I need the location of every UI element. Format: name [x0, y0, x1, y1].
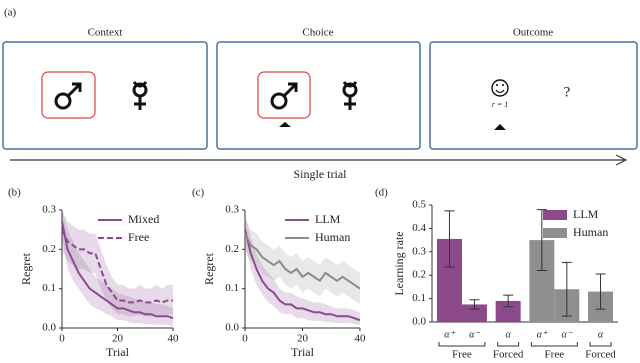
reward: r = 1: [492, 100, 509, 109]
panel-label: (a): [4, 7, 17, 19]
step-box: [2, 41, 208, 150]
x-tick-label: α⁺: [444, 329, 455, 340]
legend-swatch: [543, 210, 567, 220]
ci-band: [62, 210, 173, 327]
step-box: [429, 41, 638, 150]
error-bar: [595, 273, 606, 310]
y-tick-label: 0.1: [225, 282, 239, 294]
x-tick-label: α⁻: [469, 329, 480, 340]
bar: [461, 304, 487, 322]
group-bracket: [438, 342, 486, 347]
panel-label: (d): [375, 187, 388, 199]
y-tick-label: 0.2: [42, 243, 56, 255]
x-tick-label: 0: [59, 333, 65, 345]
error-bar: [536, 209, 547, 272]
ci-band: [245, 217, 360, 305]
y-tick-label: 0.0: [42, 322, 56, 334]
group-bracket: [497, 342, 520, 347]
y-tick-label: 0.2: [225, 243, 239, 255]
timeline-label: Single trial: [294, 167, 348, 181]
pointer: [279, 122, 506, 130]
x-tick-label: 0: [242, 333, 248, 345]
step-title: Choice: [302, 27, 333, 39]
y-tick-label: 0.4: [412, 222, 426, 234]
step-box: [216, 41, 421, 150]
unknown: ?: [564, 84, 571, 100]
y-tick-label: 0.2: [412, 269, 426, 281]
legend-label: LLM: [573, 207, 599, 221]
step-title: Context: [88, 27, 123, 39]
ci-band: [245, 213, 360, 325]
y-tick-label: 0.3: [42, 204, 56, 216]
y-tick-label: 0.3: [412, 245, 426, 257]
x-axis-label: Trial: [291, 345, 315, 359]
legend-label: LLM: [315, 212, 341, 226]
panel-label: (b): [8, 187, 21, 199]
line: [244, 229, 361, 322]
x-tick-label: α⁻: [562, 329, 573, 340]
x-tick-label: 40: [168, 333, 180, 345]
error-bar: [444, 210, 455, 268]
bar: [495, 300, 521, 322]
panel-label: (c): [192, 187, 205, 199]
panel-a: [2, 41, 638, 150]
legend-swatch: [543, 228, 567, 238]
legend-label: Mixed: [128, 212, 159, 226]
x-tick-label: α⁺: [537, 329, 548, 340]
timeline-arrow: [10, 154, 628, 166]
legend-label: Human: [315, 230, 350, 244]
legend-label: Free: [128, 230, 149, 244]
group-label: Free: [452, 349, 472, 361]
y-tick-label: 0.1: [42, 282, 56, 294]
x-tick-label: α: [506, 329, 512, 340]
x-axis-label: Trial: [106, 345, 130, 359]
error-bar: [561, 261, 572, 317]
x-tick-label: α: [598, 329, 604, 340]
line: [244, 233, 361, 290]
group-bracket: [589, 342, 612, 347]
x-tick-label: 20: [297, 333, 309, 345]
y-axis-label: Learning rate: [392, 231, 406, 295]
y-tick-label: 0.0: [225, 322, 239, 334]
y-tick-label: 0.1: [412, 292, 426, 304]
icons: [41, 71, 509, 119]
x-tick-label: 40: [355, 333, 367, 345]
error-bar: [469, 299, 480, 310]
error-bar: [503, 294, 514, 308]
y-axis-label: Regret: [19, 252, 33, 285]
line: [61, 221, 174, 320]
y-tick-label: 0.0: [412, 316, 426, 328]
y-axis-label: Regret: [202, 252, 216, 285]
group-bracket: [530, 342, 578, 347]
group-label: Forced: [585, 349, 616, 361]
group-label: Forced: [493, 349, 524, 361]
ci-band: [62, 210, 173, 317]
group-label: Free: [545, 349, 565, 361]
x-tick-label: 20: [112, 333, 124, 345]
step-title: Outcome: [513, 27, 553, 39]
y-tick-label: 0.3: [225, 204, 239, 216]
line: [61, 229, 173, 304]
legend-label: Human: [573, 225, 608, 239]
y-tick-label: 0.5: [412, 199, 426, 211]
